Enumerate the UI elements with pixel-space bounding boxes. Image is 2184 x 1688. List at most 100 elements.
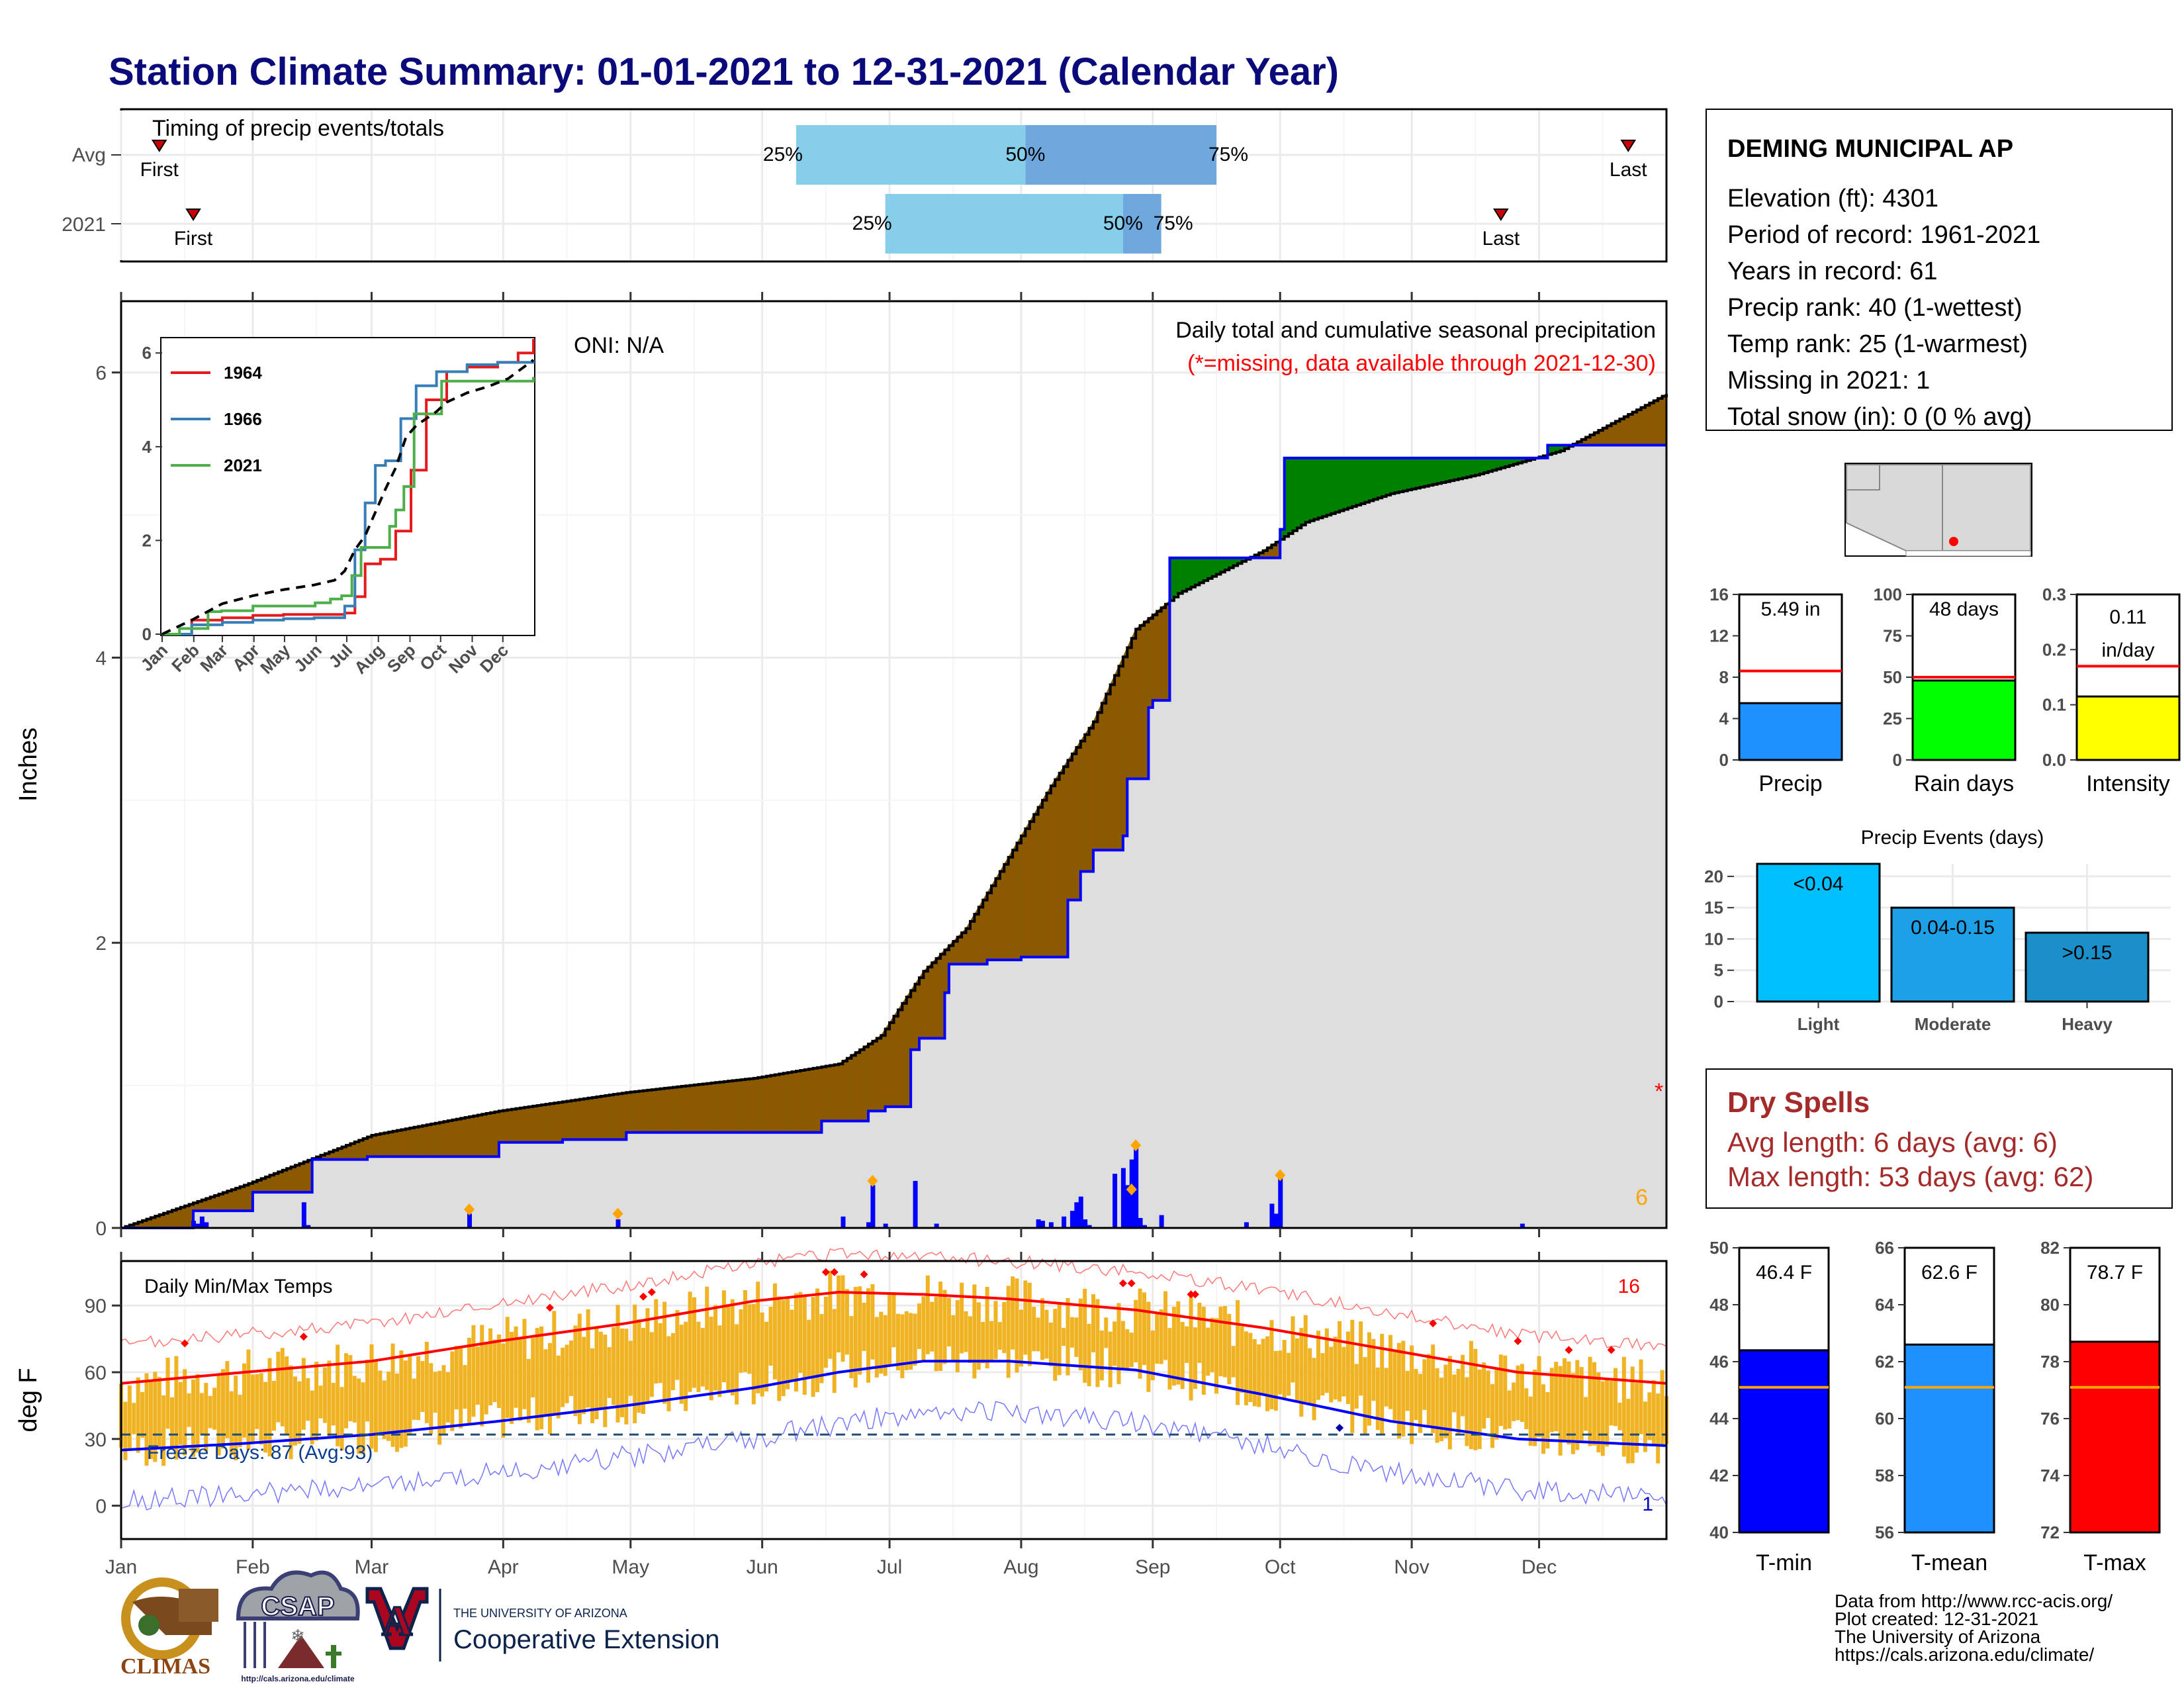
summary-bar-tick-label: 0 [1719, 750, 1729, 770]
daily-precip-bar [1078, 1196, 1083, 1228]
extreme-precip-marker [612, 1207, 623, 1220]
footer-credits: Data from http://www.rcc-acis.org/ Plot … [1835, 1591, 2113, 1665]
freeze-days-label: Freeze Days: 87 (Avg:93) [147, 1442, 373, 1464]
temp-bar-fill [1903, 1343, 1995, 1534]
timing-p75-label: 75% [1154, 212, 1193, 234]
timing-bar-25-50 [796, 125, 1026, 185]
extreme-precip-marker [867, 1174, 878, 1187]
timing-p50-label: 50% [1005, 144, 1045, 165]
daily-precip-bar [1040, 1221, 1046, 1228]
last-label: Last [1482, 228, 1520, 250]
timing-title: Timing of precip events/totals [152, 116, 444, 141]
summary-bars: 5.49 in 0 4 8 12 16 Precip 48 days 0 25 50 75 100 Rai… [1709, 585, 2181, 796]
temp-ytick-label: 0 [95, 1496, 107, 1518]
record-high-marker [830, 1268, 839, 1276]
record-high-marker [1514, 1336, 1522, 1345]
record-high-marker [1191, 1290, 1199, 1299]
daily-precip-bar [913, 1180, 918, 1228]
events-bar-label: >0.15 [2062, 942, 2113, 964]
csap-logo: CSAP ❄ http://cals.arizona.edu/climate [236, 1570, 360, 1683]
inset-ytick-label: 4 [142, 437, 152, 457]
record-high-marker [1118, 1279, 1127, 1288]
first-label: First [140, 159, 179, 181]
inset-lines [161, 339, 535, 635]
events-bar-label: <0.04 [1794, 873, 1844, 895]
csap-url: http://cals.arizona.edu/climate [241, 1674, 355, 1683]
dry-spells-box: Dry Spells Avg length: 6 days (avg: 6) M… [1706, 1068, 2173, 1209]
temp-bar-tick-label: 40 [1709, 1523, 1729, 1542]
summary-bar-tick-label: 50 [1883, 667, 1902, 687]
daily-precip-bar [1048, 1222, 1054, 1228]
month-label: Aug [1003, 1556, 1038, 1578]
precip-caption: Daily total and cumulative seasonal prec… [1175, 318, 1656, 343]
month-label: Oct [1265, 1556, 1296, 1578]
temp-content [119, 1248, 1668, 1511]
month-label: Jul [877, 1556, 902, 1578]
events-ytick-label: 20 [1704, 867, 1723, 886]
temp-bar-tick-label: 44 [1709, 1409, 1729, 1429]
month-label: Nov [1394, 1556, 1429, 1578]
precip-y-title: Inches [15, 727, 42, 802]
max-record-count: 16 [1618, 1276, 1640, 1297]
summary-bar-tick-label: 0.0 [2042, 750, 2066, 770]
month-label: Dec [1522, 1556, 1557, 1578]
first-marker [151, 140, 167, 152]
daily-precip-bar [195, 1223, 201, 1228]
events-ytick-label: 5 [1714, 961, 1723, 980]
timing-bars: 25% 50% 75% First Last 25% 50% 75% First Last [140, 125, 1647, 254]
summary-bar-label: Rain days [1914, 771, 2014, 796]
month-label: Jan [105, 1556, 137, 1578]
temp-ytick-label: 60 [85, 1362, 107, 1384]
temp-bar-t-mean: 62.6 F 56 58 60 62 64 66 T-mean [1875, 1238, 1995, 1575]
timing-p25-label: 25% [763, 144, 803, 165]
ua-logo: A THE UNIVERSITY OF ARIZONA Cooperative … [365, 1587, 719, 1662]
record-high-marker [647, 1288, 656, 1297]
summary-bar-fill [1911, 679, 2017, 761]
temp-bar-tick-label: 58 [1875, 1466, 1894, 1485]
inset-line-avg [161, 359, 535, 635]
station-elevation: Elevation (ft): 4301 [1727, 185, 1938, 212]
missing-note: (*=missing, data available through 2021-… [1187, 351, 1656, 376]
precip-areas [120, 393, 1668, 1229]
missing-marker: * [1655, 1079, 1663, 1104]
daily-precip-bar [1269, 1203, 1275, 1228]
timing-bar-50-75 [1122, 194, 1161, 254]
dry-spells-title: Dry Spells [1727, 1086, 1870, 1119]
footer-line-1: Data from http://www.rcc-acis.org/ [1835, 1591, 2113, 1611]
summary-bar-rain-days: 48 days 0 25 50 75 100 Rain days [1874, 585, 2017, 796]
summary-bar-tick-label: 16 [1709, 585, 1729, 604]
last-marker [1493, 209, 1509, 221]
record-high-marker [1127, 1279, 1136, 1288]
daily-precip-bar [1125, 1185, 1130, 1228]
temp-bar-tick-label: 56 [1875, 1523, 1894, 1542]
avg-cumulative-line [121, 394, 1668, 1229]
daily-precip-bars [191, 1139, 1525, 1228]
timing-p75-label: 75% [1208, 144, 1248, 165]
events-bar [1756, 863, 1881, 1003]
page-title: Station Climate Summary: 01-01-2021 to 1… [109, 50, 1339, 93]
daily-precip-bar [1520, 1223, 1525, 1228]
daily-precip-bar [934, 1223, 939, 1228]
temp-bar-tick-label: 42 [1709, 1466, 1729, 1485]
station-period: Period of record: 1961-2021 [1727, 221, 2040, 249]
daily-precip-bar [883, 1223, 888, 1228]
temp-bar-value: 46.4 F [1756, 1262, 1812, 1284]
daily-precip-bar [866, 1222, 872, 1228]
temp-bar-tick-label: 72 [2040, 1523, 2060, 1542]
footer-line-3: The University of Arizona [1835, 1626, 2041, 1647]
events-body: <0.04 Light 0.04-0.15 Moderate >0.15 Heavy 0 5 1… [1704, 863, 2171, 1034]
summary-bar-value: 48 days [1929, 598, 1999, 620]
daily-precip-bar [615, 1219, 621, 1228]
daily-precip-bar [199, 1216, 205, 1228]
dry-avg-length: Avg length: 6 days (avg: 6) [1727, 1127, 2058, 1158]
temp-bar-tick-label: 74 [2040, 1466, 2060, 1485]
summary-bar-tick-label: 0.2 [2042, 639, 2066, 659]
daily-temp-bars [119, 1270, 1668, 1466]
temp-bar-tick-label: 64 [1875, 1295, 1894, 1315]
ua-big-text: Cooperative Extension [453, 1625, 719, 1654]
record-high-marker [545, 1303, 554, 1312]
daily-precip-bar [204, 1222, 209, 1228]
month-axis: Jan Feb Mar Apr May Jun Jul Aug Sep Oct Nov Dec [105, 1252, 1557, 1578]
